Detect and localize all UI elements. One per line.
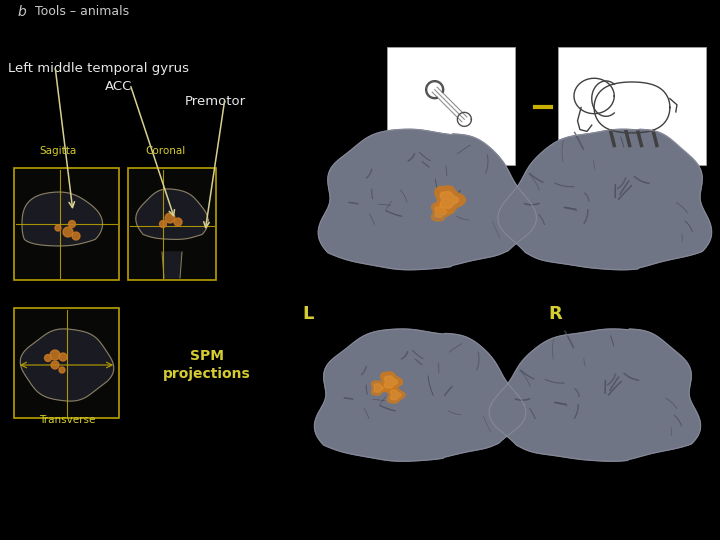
Polygon shape	[72, 232, 80, 240]
Polygon shape	[315, 329, 526, 461]
Polygon shape	[59, 353, 67, 361]
Polygon shape	[435, 207, 446, 218]
Polygon shape	[384, 376, 397, 388]
Text: b: b	[18, 5, 27, 19]
Text: R: R	[548, 305, 562, 323]
Bar	[14, 168, 119, 280]
Polygon shape	[20, 329, 114, 401]
Polygon shape	[372, 381, 387, 395]
Polygon shape	[498, 129, 711, 270]
Polygon shape	[174, 218, 182, 226]
Polygon shape	[387, 387, 405, 403]
Polygon shape	[50, 350, 60, 360]
Polygon shape	[22, 192, 102, 246]
Polygon shape	[440, 192, 459, 208]
Bar	[558, 47, 706, 165]
Text: Transverse: Transverse	[39, 415, 95, 425]
Polygon shape	[431, 203, 451, 221]
Polygon shape	[165, 213, 175, 223]
Polygon shape	[381, 372, 402, 392]
Polygon shape	[45, 355, 52, 361]
Polygon shape	[435, 186, 466, 214]
Polygon shape	[374, 384, 383, 392]
Text: SPM
projections: SPM projections	[163, 349, 251, 381]
Text: L: L	[302, 305, 314, 323]
Polygon shape	[162, 252, 182, 278]
Text: ACC: ACC	[105, 80, 132, 93]
Polygon shape	[318, 129, 536, 270]
Bar	[387, 47, 515, 165]
Polygon shape	[136, 189, 208, 239]
Text: Sagitta: Sagitta	[40, 146, 76, 156]
Polygon shape	[55, 225, 61, 231]
Text: Tools – animals: Tools – animals	[35, 5, 129, 18]
Text: Left middle temporal gyrus: Left middle temporal gyrus	[8, 62, 189, 75]
Polygon shape	[51, 361, 59, 369]
Polygon shape	[68, 220, 76, 227]
Polygon shape	[63, 227, 73, 237]
Polygon shape	[489, 329, 701, 461]
Polygon shape	[160, 220, 166, 227]
Text: Coronal: Coronal	[145, 146, 185, 156]
Polygon shape	[59, 367, 65, 373]
Polygon shape	[390, 390, 401, 400]
Text: Premotor: Premotor	[185, 95, 246, 108]
Bar	[14, 308, 119, 418]
Bar	[128, 168, 216, 280]
